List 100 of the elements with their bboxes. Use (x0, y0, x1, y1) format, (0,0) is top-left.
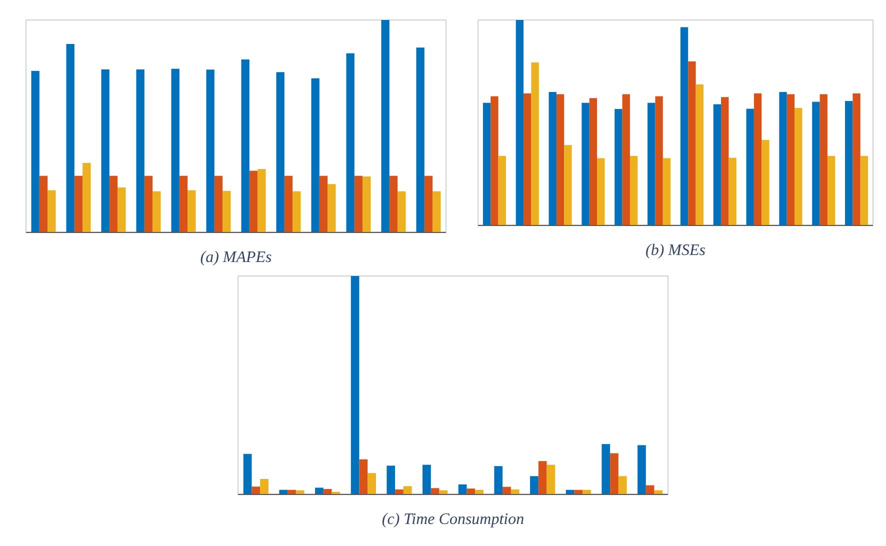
bar (597, 158, 605, 225)
bar (728, 158, 736, 225)
bar (614, 108, 622, 225)
bar (696, 84, 704, 225)
bar (502, 486, 511, 494)
bar (458, 484, 467, 494)
bar (538, 461, 547, 494)
bar (494, 466, 503, 494)
bar (354, 176, 363, 232)
bar (564, 145, 572, 225)
bar (820, 94, 828, 225)
bar (845, 100, 853, 225)
bar (574, 490, 583, 494)
bar (786, 94, 795, 225)
bar (490, 96, 498, 225)
bar (713, 104, 722, 225)
bar (381, 20, 390, 232)
bar (144, 176, 153, 232)
bar (82, 162, 91, 232)
bar (398, 191, 406, 232)
bar (546, 464, 556, 494)
bar (350, 276, 360, 494)
bar (794, 108, 802, 225)
bar (662, 158, 671, 225)
bar (31, 70, 40, 232)
bar (171, 68, 180, 232)
bar (646, 485, 654, 494)
bar (368, 473, 376, 494)
bar (622, 94, 630, 225)
bar (288, 490, 296, 494)
bar (466, 488, 476, 494)
bar (582, 102, 590, 225)
bar (432, 191, 441, 232)
bar (589, 98, 598, 225)
bar (346, 53, 354, 232)
bar (276, 72, 284, 232)
bar (416, 48, 424, 232)
bar (827, 156, 836, 225)
text: (b) MSEs (646, 242, 706, 259)
bar (206, 70, 214, 232)
bar (530, 476, 538, 494)
bar (721, 97, 729, 225)
bar (243, 454, 252, 494)
bar (362, 176, 371, 232)
bar (214, 176, 223, 232)
bar (222, 190, 231, 232)
bar (610, 453, 618, 494)
bar (386, 466, 396, 494)
bar (311, 78, 320, 232)
bar (424, 176, 433, 232)
bar (39, 176, 48, 232)
bar (430, 488, 440, 494)
bar (296, 490, 304, 494)
bar (279, 490, 288, 494)
bar (48, 190, 56, 232)
bar (179, 176, 188, 232)
bar (74, 176, 83, 232)
bar (118, 187, 126, 232)
bar (292, 191, 301, 232)
bar (260, 478, 268, 494)
bar (618, 476, 627, 494)
bar (319, 176, 328, 232)
bar (779, 92, 787, 225)
bar (630, 156, 638, 225)
bar (812, 102, 820, 225)
bar (638, 445, 646, 494)
bar (323, 488, 332, 494)
bar (101, 69, 110, 232)
bar (249, 170, 258, 232)
bar (284, 176, 293, 232)
bar (136, 69, 144, 232)
bar (328, 184, 336, 232)
bar (602, 444, 610, 494)
bar (152, 191, 161, 232)
bar (524, 93, 532, 225)
bar (389, 176, 398, 232)
bar (188, 190, 196, 232)
bar (258, 169, 266, 232)
bar (439, 490, 448, 494)
bar (395, 489, 404, 494)
bar (548, 92, 556, 225)
bar (315, 488, 324, 494)
text: (a) MAPEs (200, 249, 272, 266)
bar (109, 176, 118, 232)
bar (510, 489, 520, 494)
bar (648, 102, 656, 225)
bar (654, 490, 663, 494)
bar (754, 93, 762, 225)
bar (516, 20, 524, 225)
bar (566, 490, 574, 494)
bar (860, 156, 868, 225)
bar (498, 156, 506, 225)
bar (422, 464, 431, 494)
bar (241, 59, 250, 232)
bar (66, 44, 74, 232)
bar (252, 486, 260, 494)
bar (403, 486, 412, 494)
bar (762, 140, 770, 225)
bar (556, 94, 564, 225)
bar (582, 490, 591, 494)
